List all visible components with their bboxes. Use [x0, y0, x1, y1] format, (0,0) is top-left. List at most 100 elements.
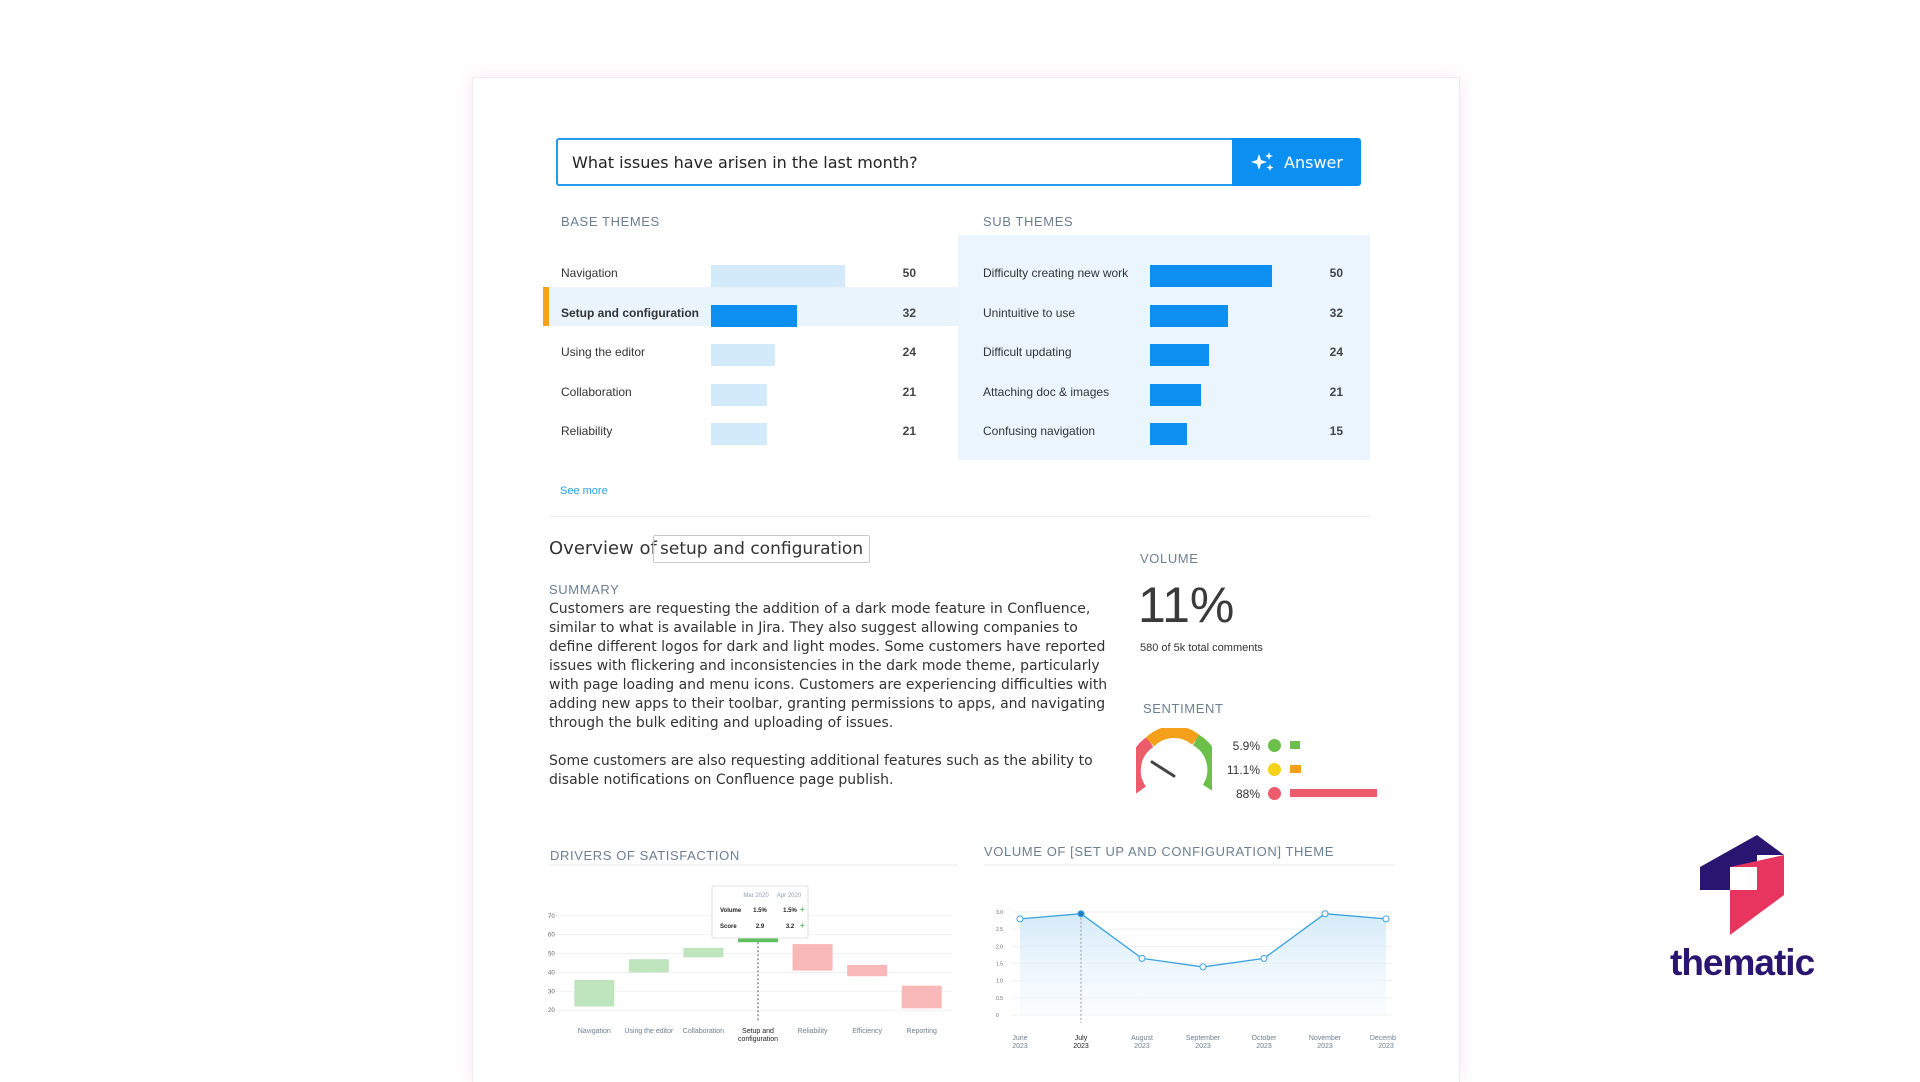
sub-theme-row[interactable]: Difficulty creating new work 50	[983, 258, 1353, 290]
divider	[550, 516, 1370, 517]
sub-theme-row[interactable]: Difficult updating 24	[983, 337, 1353, 369]
sad-face-icon	[1268, 787, 1281, 800]
x-tick-month: October	[1252, 1035, 1278, 1042]
tooltip-row-label: Volume	[720, 908, 742, 914]
summary-paragraph-2: Some customers are also requesting addit…	[549, 753, 1093, 788]
tooltip-value: 2.9	[756, 924, 765, 930]
sub-theme-name: Difficulty creating new work	[983, 266, 1129, 280]
base-theme-bar	[711, 423, 767, 445]
base-theme-name: Setup and configuration	[561, 305, 699, 320]
driver-bar	[847, 964, 888, 977]
overview-theme-chip[interactable]: setup and configuration	[653, 535, 871, 563]
x-tick-month: September	[1186, 1035, 1221, 1042]
volume-subtext: 580 of 5k total comments	[1140, 642, 1263, 654]
sentiment-row: 5.9%	[1212, 738, 1392, 756]
summary-label: SUMMARY	[549, 582, 620, 597]
sub-theme-bar	[1150, 304, 1228, 327]
volume-chart-title: VOLUME OF [SET UP AND CONFIGURATION] THE…	[984, 844, 1335, 859]
selected-row-accent	[543, 287, 549, 326]
sub-theme-row[interactable]: Attaching doc & images 21	[983, 377, 1353, 409]
sentiment-bar	[1290, 765, 1301, 773]
sentiment-bar	[1290, 741, 1300, 749]
search-input[interactable]	[556, 138, 1232, 186]
tooltip-value: 1.5%	[753, 908, 767, 914]
summary-paragraph-1: Customers are requesting the addition of…	[549, 601, 1108, 731]
x-tick-year: 2023	[1195, 1043, 1211, 1050]
neutral-face-icon	[1268, 763, 1281, 776]
trend-up-icon: +	[800, 921, 805, 930]
y-tick-label: 20	[548, 1008, 555, 1014]
x-tick-label: Efficiency	[852, 1028, 882, 1035]
y-tick-label: 40	[548, 970, 555, 976]
answer-button[interactable]: Answer	[1232, 138, 1361, 186]
base-theme-row[interactable]: Reliability 21	[561, 416, 921, 448]
tooltip-value: 1.5%	[783, 908, 797, 914]
base-theme-name: Using the editor	[561, 345, 646, 359]
brand-name: thematic	[1670, 942, 1815, 983]
x-tick-label: Reporting	[907, 1028, 937, 1035]
sentiment-row: 88%	[1212, 786, 1392, 804]
sentiment-gauge	[1136, 728, 1212, 794]
sub-theme-bar	[1150, 383, 1201, 406]
sub-theme-bar	[1150, 265, 1272, 287]
drivers-chart-title: DRIVERS OF SATISFACTION	[550, 848, 740, 863]
volume-point	[1382, 915, 1390, 923]
sentiment-bar	[1290, 789, 1377, 797]
y-tick-label: 30	[548, 989, 555, 995]
base-theme-name: Reliability	[561, 424, 613, 438]
volume-area	[1020, 913, 1386, 1015]
x-tick-label: Setup and	[742, 1028, 774, 1035]
base-theme-count: 50	[902, 266, 916, 280]
x-tick-year: 2023	[1256, 1043, 1272, 1050]
sub-theme-count: 21	[1329, 384, 1343, 399]
sub-theme-name: Confusing navigation	[983, 424, 1096, 438]
x-tick-year: 2023	[1134, 1043, 1150, 1050]
sub-theme-count: 32	[1329, 305, 1343, 320]
sparkle-icon	[1251, 152, 1274, 171]
see-more-link[interactable]: See more	[560, 485, 608, 497]
x-tick-month: July	[1075, 1035, 1088, 1042]
driver-bar	[574, 980, 615, 1007]
sub-theme-row[interactable]: Confusing navigation 15	[983, 416, 1353, 448]
y-tick-label: 1.5	[996, 962, 1003, 968]
driver-bar	[792, 944, 833, 971]
y-tick-label: 0.5	[996, 996, 1003, 1002]
base-theme-bar	[711, 383, 767, 406]
tooltip-header: Mar 2020	[743, 893, 769, 899]
tooltip-value: 3.2	[786, 924, 795, 930]
drivers-chart: 20 30 40 50 60 70 Navigation Using the editor Co…	[548, 864, 958, 1043]
y-tick-label: 2.0	[996, 944, 1003, 950]
thematic-logo-icon	[1700, 835, 1784, 935]
sub-theme-count: 50	[1329, 266, 1343, 280]
x-tick-label: Using the editor	[624, 1028, 674, 1035]
tooltip-header: Apr 2020	[777, 893, 802, 899]
sentiment-percent: 88%	[1235, 787, 1260, 801]
x-tick-label: configuration	[738, 1036, 778, 1043]
base-theme-row[interactable]: Setup and configuration 32	[561, 298, 921, 330]
tooltip-row-label: Score	[720, 924, 737, 930]
x-tick-month: December	[1370, 1035, 1396, 1042]
y-tick-label: 50	[548, 952, 555, 958]
base-theme-bar	[711, 304, 797, 327]
sub-theme-name: Unintuitive to use	[983, 305, 1076, 320]
sub-theme-row[interactable]: Unintuitive to use 32	[983, 298, 1353, 330]
x-tick-month: June	[1012, 1035, 1027, 1042]
overview-title: Overview of	[549, 538, 657, 559]
base-theme-row[interactable]: Using the editor 24	[561, 337, 921, 369]
y-tick-label: 0	[996, 1013, 999, 1019]
answer-button-label: Answer	[1284, 152, 1343, 172]
y-tick-label: 3.0	[996, 910, 1003, 916]
base-theme-name: Collaboration	[561, 384, 632, 399]
volume-point	[1199, 963, 1207, 971]
x-tick-year: 2023	[1073, 1043, 1089, 1050]
volume-chart: 00.51.01.52.02.53.0June2023July2023Augus…	[984, 864, 1396, 1050]
volume-label: VOLUME	[1140, 551, 1199, 566]
driver-bar	[628, 959, 669, 973]
base-theme-bar	[711, 265, 845, 287]
base-theme-row[interactable]: Collaboration 21	[561, 377, 921, 409]
sub-theme-name: Difficult updating	[983, 345, 1072, 359]
base-theme-row[interactable]: Navigation 50	[561, 258, 921, 290]
sentiment-label: SENTIMENT	[1143, 701, 1224, 716]
volume-point	[1077, 910, 1085, 918]
driver-bar	[683, 947, 724, 958]
